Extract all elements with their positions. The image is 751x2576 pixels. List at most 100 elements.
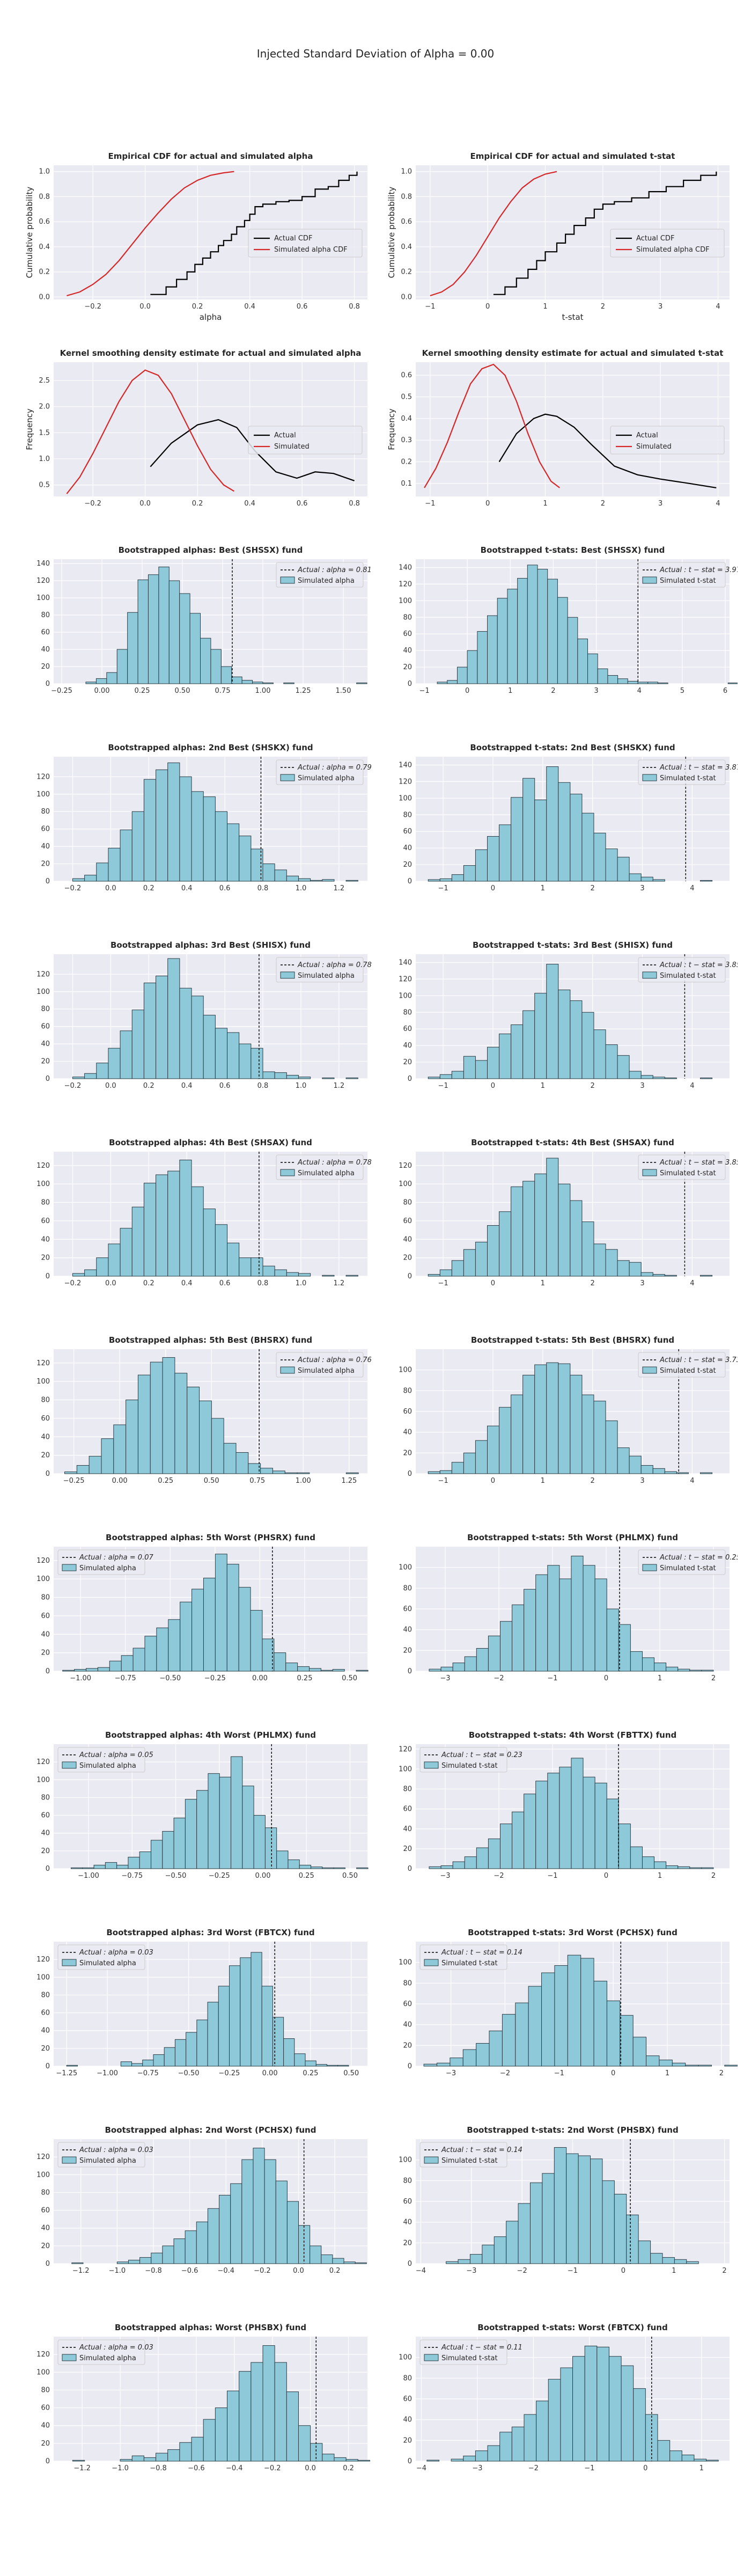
chart-title: Empirical CDF for actual and simulated a…: [108, 151, 313, 161]
histogram-bar: [116, 2262, 129, 2264]
legend-label-simulated: Simulated t-stat: [660, 774, 716, 782]
histogram-bar: [128, 1856, 140, 1869]
histogram-bar: [701, 1670, 714, 1672]
histogram-bar: [590, 2158, 603, 2264]
histogram-bar: [522, 1010, 535, 1079]
histogram-bar: [97, 1667, 110, 1672]
y-tick-label: 80: [403, 2177, 412, 2185]
x-tick-label: 0: [485, 303, 490, 311]
legend-box: [419, 2339, 507, 2365]
legend-label-actual: Actual : t − stat = 3.97: [659, 566, 738, 574]
y-tick-label: 120: [36, 2153, 50, 2161]
y-tick-label: 40: [403, 1825, 412, 1833]
histogram-bar: [566, 2153, 579, 2264]
chart-svg-18: −1.25 −1.00 −0.75 −0.50 −0.25 0.00 0.25 0.50 0 20…: [36, 1928, 367, 2077]
histogram-bar: [524, 2414, 537, 2462]
x-tick-label: 0.4: [244, 303, 255, 311]
panel-12: −0.25 0.00 0.25 0.50 0.75 1.00 1.25 0 20 40 60 80 10…: [21, 1333, 397, 1531]
histogram-bar: [71, 2262, 84, 2264]
legend-swatch-simulated: [280, 971, 295, 979]
histogram-bar: [701, 1867, 714, 1869]
x-tick-label: −4: [416, 2464, 426, 2472]
histogram-bar: [242, 1785, 254, 1869]
y-tick-label: 120: [36, 2351, 50, 2359]
histogram-bar: [215, 811, 228, 882]
histogram-bar: [605, 1044, 618, 1079]
y-tick-label: 120: [36, 1557, 50, 1565]
histogram-bar: [463, 1452, 476, 1474]
histogram-bar: [85, 682, 97, 684]
histogram-bar: [557, 597, 568, 684]
chart-svg-10: −0.2 0.0 0.2 0.4 0.6 0.8 1.0 1.2 0 20 40 60 80 100 120…: [36, 1138, 372, 1287]
y-tick-label: 100: [36, 988, 50, 996]
y-tick-label: 1.5: [39, 429, 50, 437]
x-tick-label: 0.4: [181, 1082, 193, 1090]
histogram-bar: [286, 2201, 299, 2264]
histogram-bar: [120, 829, 132, 882]
histogram-bar: [647, 682, 658, 684]
histogram-bar: [664, 1471, 677, 1474]
histogram-bar: [108, 1243, 121, 1277]
panel-11: −1 0 1 2 3 4 0 20 40 60 80 100 120 Bootstrapped t-sta…: [384, 1136, 751, 1333]
histogram-bar: [215, 2407, 228, 2462]
histogram-bar: [593, 1401, 606, 1474]
histogram-bar: [597, 2346, 609, 2462]
x-tick-label: 1.25: [296, 687, 311, 695]
x-tick-label: −1: [438, 1279, 448, 1287]
figure-suptitle: Injected Standard Deviation of Alpha = 0…: [256, 47, 495, 60]
histogram-bar: [203, 1209, 216, 1277]
histogram-bar: [548, 2379, 561, 2462]
y-tick-label: 20: [403, 1254, 412, 1262]
histogram-bar: [173, 2238, 186, 2264]
histogram-bar: [322, 1077, 335, 1079]
histogram-bar: [559, 1767, 572, 1869]
histogram-bar: [210, 649, 222, 684]
histogram-bar: [617, 1055, 630, 1079]
legend-box: [638, 1352, 726, 1378]
histogram-bar: [142, 2059, 154, 2067]
panel-1: −1 0 1 2 3 4 0.0 0.2 0.4 0.6 0.8 1.0 Empirical CDF f…: [384, 149, 751, 347]
histogram-bar: [326, 2065, 338, 2067]
x-tick-label: 0.8: [257, 1082, 269, 1090]
x-tick-label: −3: [440, 1872, 450, 1880]
histogram-bar: [428, 1471, 440, 1474]
histogram-bar: [215, 1554, 227, 1672]
histogram-bar: [106, 672, 117, 684]
x-tick-label: 0: [611, 2069, 615, 2077]
histogram-bar: [95, 678, 107, 684]
histogram-bar: [191, 791, 204, 882]
chart-title: Empirical CDF for actual and simulated t…: [470, 151, 675, 161]
y-tick-label: 0: [408, 1272, 412, 1280]
legend: Actual : t − stat = 0.14 Simulated t-stat: [419, 2142, 522, 2168]
legend: Actual : alpha = 0.03 Simulated alpha: [57, 2339, 153, 2365]
histogram-bar: [260, 1468, 273, 1474]
y-tick-label: 0.6: [39, 218, 50, 226]
histogram-bar: [537, 569, 548, 684]
histogram-bar: [150, 1362, 163, 1474]
x-tick-label: 0: [491, 1279, 495, 1287]
histogram-bar: [617, 857, 630, 882]
histogram-bar: [632, 2037, 647, 2067]
histogram-bar: [452, 1663, 465, 1672]
histogram-bar: [536, 2401, 549, 2462]
histogram-bar: [487, 2445, 500, 2462]
legend-swatch-simulated: [280, 576, 295, 584]
histogram-bar: [593, 1029, 606, 1079]
histogram-bar: [464, 1856, 477, 1869]
histogram-bar: [333, 1867, 345, 1869]
legend: Actual CDF Simulated alpha CDF: [248, 229, 363, 258]
x-tick-label: −0.4: [217, 2267, 234, 2275]
histogram-bar: [629, 1455, 642, 1474]
y-tick-label: 0.2: [401, 458, 412, 466]
x-tick-label: 2: [551, 687, 555, 695]
histogram-bar: [297, 1472, 310, 1474]
histogram-bar: [315, 2064, 327, 2067]
x-tick-label: 0.25: [135, 687, 150, 695]
x-tick-label: 1.0: [296, 1279, 307, 1287]
x-tick-label: −4: [416, 2267, 426, 2275]
legend: Actual : alpha = 0.79 Simulated alpha: [276, 759, 372, 785]
histogram-bar: [676, 1472, 689, 1474]
y-tick-label: 0: [46, 680, 50, 688]
histogram-bar: [606, 1608, 619, 1672]
